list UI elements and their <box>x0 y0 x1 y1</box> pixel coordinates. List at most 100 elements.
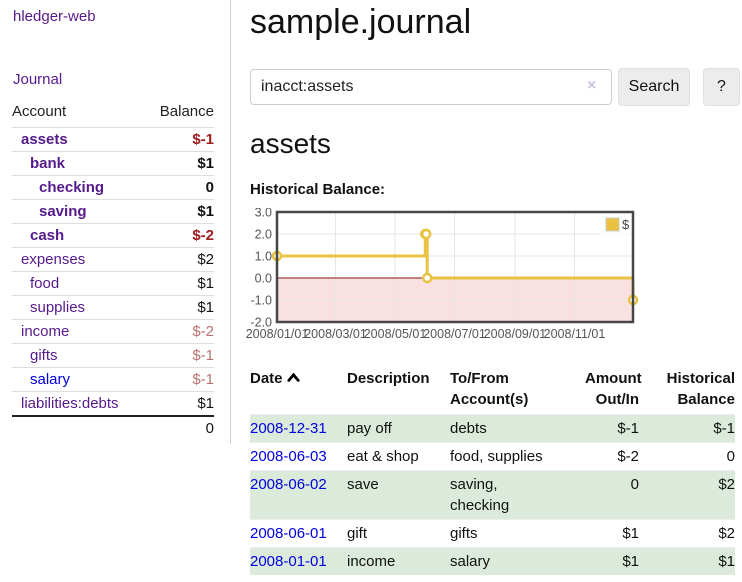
accounts-column-header: To/From Account(s) <box>450 370 529 408</box>
account-row: liabilities:debts $1 <box>12 391 214 415</box>
description-cell: gift <box>347 525 368 542</box>
data-point-marker <box>420 228 432 240</box>
sidebar: hledger-web Journal Account Balance asse… <box>0 0 231 444</box>
y-tick-label: -1.0 <box>250 294 272 308</box>
register-row: 2008-01-01 income salary $1 $1 <box>250 547 735 576</box>
balance-chart: $ 3.0 2.0 1.0 0.0 -1.0 -2.0 2008/01/01 2008/03/… <box>243 206 643 343</box>
account-balance: $-1 <box>192 347 214 364</box>
date-cell: 2008-06-01 <box>250 520 347 548</box>
transaction-date-link[interactable]: 2008-01-01 <box>250 553 327 570</box>
description-cell: income <box>347 553 396 570</box>
account-link-food[interactable]: food <box>30 275 60 292</box>
transaction-date-link[interactable]: 2008-06-03 <box>250 448 327 465</box>
x-tick-label: 2008/09/01 <box>484 327 547 341</box>
search-input[interactable] <box>250 69 612 105</box>
account-balance: $-1 <box>192 371 214 388</box>
transaction-date-link[interactable]: 2008-06-01 <box>250 525 327 542</box>
chart-heading: Historical Balance: <box>250 181 386 198</box>
date-column-header[interactable]: Date <box>250 368 347 415</box>
account-link-salary[interactable]: salary <box>30 371 71 388</box>
accounts-table-header: Account Balance <box>12 102 214 127</box>
balance-column-header: Balance <box>159 103 214 120</box>
amount-cell: $-2 <box>617 448 639 465</box>
account-row: checking 0 <box>12 175 214 199</box>
account-link-income[interactable]: income <box>21 323 70 340</box>
search-button[interactable]: Search <box>618 68 690 106</box>
account-row: salary $-1 <box>12 367 214 391</box>
description-cell: save <box>347 476 379 493</box>
y-tick-label: 3.0 <box>255 208 272 220</box>
accounts-cell: food, supplies <box>450 448 543 465</box>
account-balance: $-2 <box>192 323 214 340</box>
x-tick-label: 2008/05/01 <box>364 327 427 341</box>
date-header-label: Date <box>250 370 283 387</box>
clear-search-icon[interactable]: × <box>587 77 597 94</box>
register-row: 2008-06-03 eat & shop food, supplies $-2 0 <box>250 442 735 471</box>
main-content: sample.journal × Search ? assets Histori… <box>246 0 742 575</box>
sidebar-item-journal[interactable]: Journal <box>13 71 63 88</box>
y-tick-label: 1.0 <box>255 250 272 264</box>
amount-cell: $-1 <box>617 420 639 437</box>
transaction-date-link[interactable]: 2008-06-02 <box>250 476 327 493</box>
account-balance: 0 <box>205 179 214 196</box>
register-header-row: Date Description To/From Account(s) Amou… <box>250 368 735 415</box>
account-row: income $-2 <box>12 319 214 343</box>
y-tick-label: 2.0 <box>255 228 272 242</box>
y-tick-label: 0.0 <box>255 272 272 286</box>
amount-cell: $1 <box>622 553 639 570</box>
account-balance: $-1 <box>192 131 214 148</box>
account-link-gifts[interactable]: gifts <box>30 347 58 364</box>
data-point-marker <box>421 272 433 284</box>
search-form: × Search ? <box>250 68 742 106</box>
account-link-bank[interactable]: bank <box>30 155 66 172</box>
accounts-table-rows: assets $-1 bank $1 checking 0 saving $1 cash $-2 e… <box>12 127 214 415</box>
x-tick-label: 2008/07/01 <box>423 327 486 341</box>
help-button[interactable]: ? <box>703 68 740 106</box>
date-cell: 2008-06-03 <box>250 443 347 471</box>
description-cell: eat & shop <box>347 448 419 465</box>
brand-link[interactable]: hledger-web <box>13 8 96 25</box>
account-balance: $1 <box>197 395 214 412</box>
accounts-cell: gifts <box>450 525 478 542</box>
account-link-supplies[interactable]: supplies <box>30 299 86 316</box>
account-heading: assets <box>250 128 331 159</box>
account-balance: $1 <box>197 155 214 172</box>
balance-cell: $1 <box>718 553 735 570</box>
date-cell: 2008-12-31 <box>250 415 347 443</box>
balance-cell: 0 <box>726 448 735 465</box>
register-row: 2008-06-02 save saving, checking 0 $2 <box>250 470 735 520</box>
account-row: cash $-2 <box>12 223 214 247</box>
description-column-header: Description <box>347 370 430 387</box>
x-tick-label: 2008/11/01 <box>544 327 606 341</box>
register-table: Date Description To/From Account(s) Amou… <box>250 368 735 575</box>
transaction-date-link[interactable]: 2008-12-31 <box>250 420 327 437</box>
account-balance: $1 <box>197 203 214 220</box>
account-link-cash[interactable]: cash <box>30 227 65 244</box>
account-row: expenses $2 <box>12 247 214 271</box>
balance-cell: $-1 <box>713 420 735 437</box>
register-row: 2008-12-31 pay off debts $-1 $-1 <box>250 414 735 443</box>
description-cell: pay off <box>347 420 392 437</box>
amount-column-header: Amount Out/In <box>585 370 642 408</box>
account-link-assets[interactable]: assets <box>21 131 68 148</box>
account-row: assets $-1 <box>12 127 214 151</box>
account-link-liabilities:debts[interactable]: liabilities:debts <box>21 395 119 412</box>
accounts-total-row: 0 <box>12 415 214 440</box>
amount-cell: $1 <box>622 525 639 542</box>
date-cell: 2008-06-02 <box>250 471 347 520</box>
balance-chart-svg: $ 3.0 2.0 1.0 0.0 -1.0 -2.02008/01/012008/03/… <box>246 206 639 341</box>
balance-cell: $2 <box>718 476 735 493</box>
date-cell: 2008-01-01 <box>250 548 347 576</box>
account-column-header: Account <box>12 103 67 120</box>
accounts-total-balance: 0 <box>205 420 214 437</box>
x-tick-label: 2008/01/01 <box>246 327 309 341</box>
account-link-expenses[interactable]: expenses <box>21 251 86 268</box>
amount-cell: 0 <box>630 476 639 493</box>
account-link-checking[interactable]: checking <box>39 179 105 196</box>
account-link-saving[interactable]: saving <box>39 203 87 220</box>
account-row: bank $1 <box>12 151 214 175</box>
account-row: saving $1 <box>12 199 214 223</box>
balance-column-header-main: Historical Balance <box>666 370 735 408</box>
account-balance: $2 <box>197 251 214 268</box>
accounts-cell: debts <box>450 420 487 437</box>
